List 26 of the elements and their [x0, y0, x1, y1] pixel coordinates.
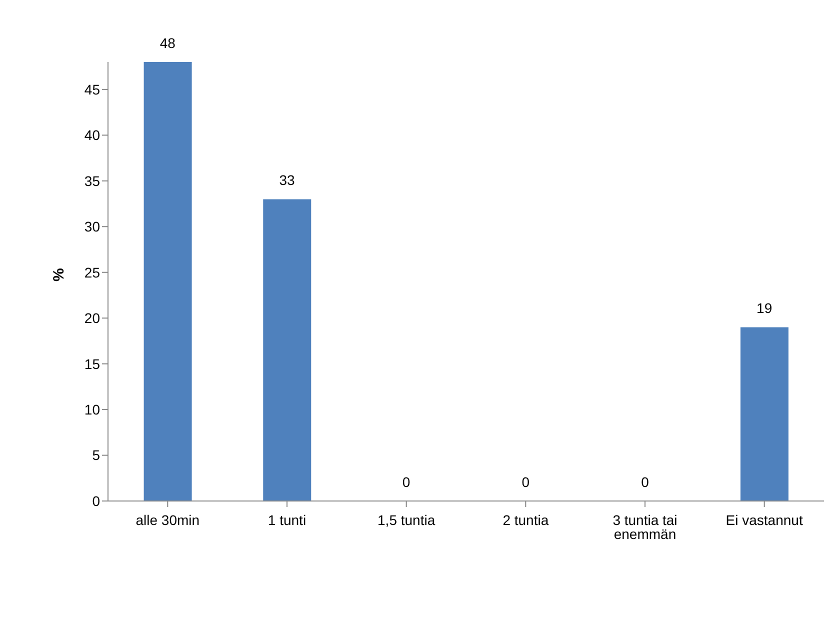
y-tick-label: 5	[92, 447, 100, 464]
y-tick-label: 0	[92, 492, 100, 509]
bar	[263, 199, 312, 501]
y-tick-label: 30	[84, 218, 100, 235]
y-tick-label: 35	[84, 172, 100, 189]
bar	[740, 327, 788, 501]
x-tick-label: 3 tuntia tai enemmän	[612, 512, 678, 542]
y-axis-title: %	[50, 268, 68, 282]
y-tick-label: 45	[84, 81, 100, 98]
y-tick-label: 15	[84, 356, 100, 372]
x-tick-label: 1,5 tuntia	[378, 512, 436, 528]
y-tick-label: 40	[84, 127, 100, 144]
data-label: 0	[641, 474, 650, 490]
bar	[144, 62, 192, 501]
x-tick-label: 1 tunti	[268, 512, 306, 528]
y-tick-label: 20	[84, 310, 100, 326]
y-tick-label: 25	[84, 264, 100, 280]
y-tick-label: 10	[84, 402, 100, 418]
data-label: 19	[756, 300, 772, 316]
x-tick-label: 2 tuntia	[502, 512, 549, 528]
data-label: 0	[522, 474, 530, 490]
data-label: 33	[279, 172, 295, 188]
data-label: 0	[402, 474, 410, 490]
data-label: 48	[160, 35, 176, 51]
x-tick-label: Ei vastannut	[726, 512, 803, 528]
x-tick-label: alle 30min	[136, 512, 200, 528]
